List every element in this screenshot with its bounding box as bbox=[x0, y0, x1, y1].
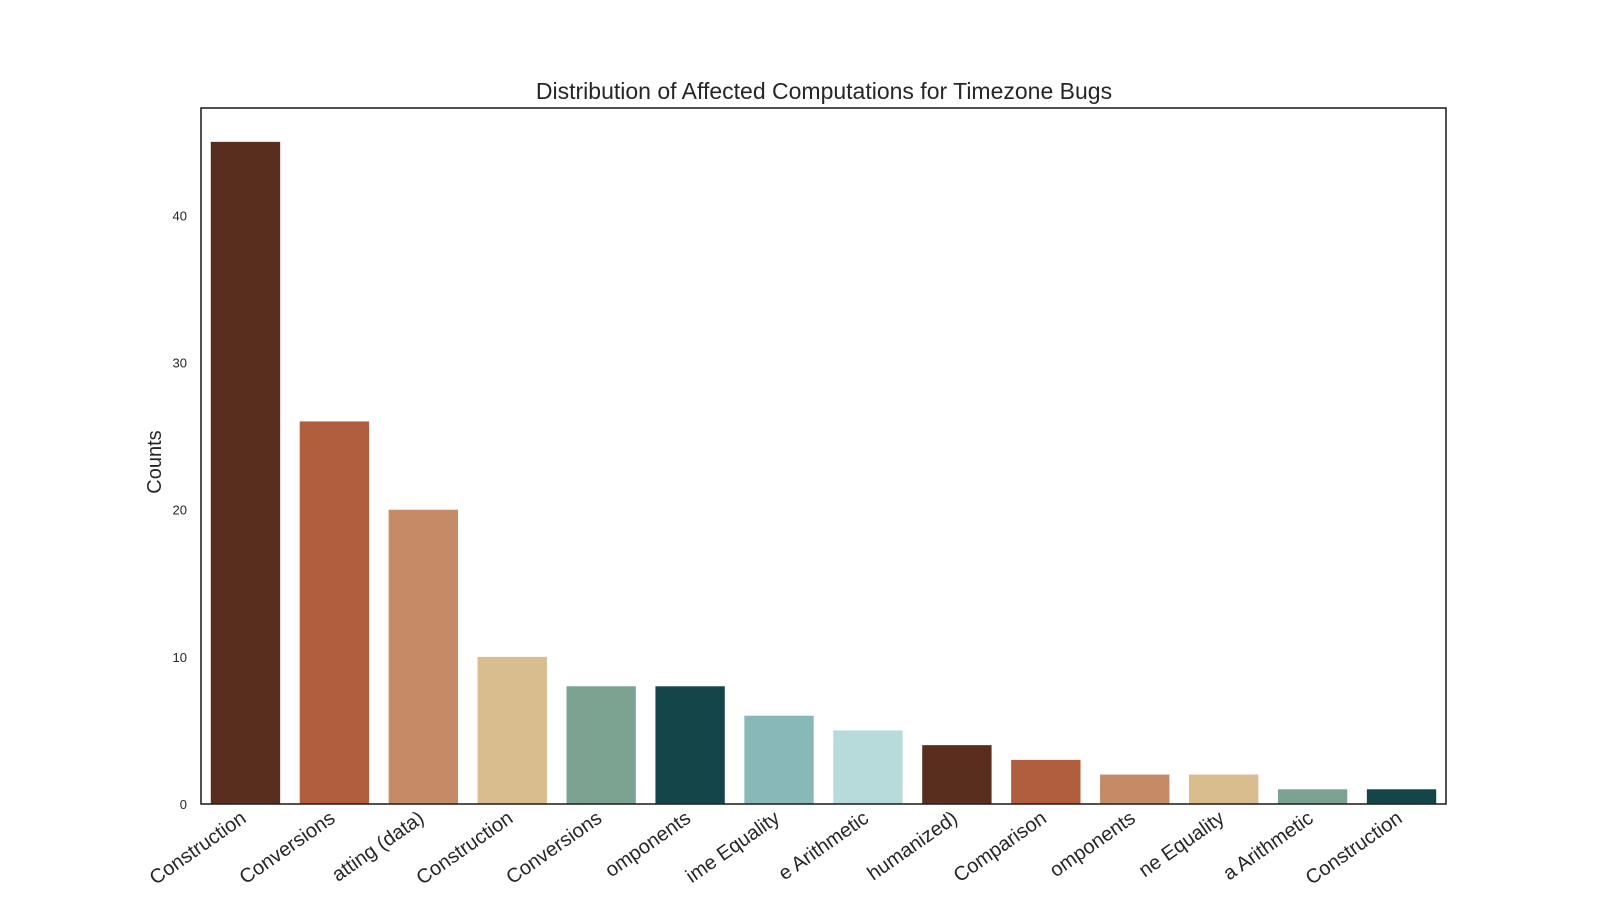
y-axis-label: Counts bbox=[144, 430, 166, 493]
x-tick-label-14: Construction bbox=[1302, 807, 1407, 889]
x-tick-label-12: ne Equality bbox=[1135, 807, 1229, 882]
y-tick-label-40: 40 bbox=[173, 208, 187, 223]
bar-10 bbox=[1011, 759, 1081, 804]
y-tick-label-30: 30 bbox=[173, 356, 187, 371]
bar-8 bbox=[833, 730, 903, 804]
bar-1 bbox=[210, 141, 281, 804]
y-tick-label-0: 0 bbox=[180, 797, 187, 812]
bars-group bbox=[210, 141, 1437, 804]
x-tick-label-6: omponents bbox=[601, 807, 695, 882]
bar-14 bbox=[1366, 789, 1437, 804]
plot-frame bbox=[200, 107, 1447, 805]
bar-4 bbox=[477, 656, 547, 804]
bar-2 bbox=[299, 421, 370, 804]
x-tick-label-2: Conversions bbox=[236, 807, 340, 889]
x-tick-label-7: ime Equality bbox=[682, 807, 784, 888]
chart-title: Distribution of Affected Computations fo… bbox=[536, 78, 1112, 104]
bar-13 bbox=[1277, 789, 1348, 804]
x-tick-label-10: Comparison bbox=[950, 807, 1051, 887]
bar-12 bbox=[1188, 774, 1259, 804]
bar-9 bbox=[922, 745, 992, 804]
x-tick-label-8: e Arithmetic bbox=[775, 807, 873, 885]
bar-5 bbox=[566, 686, 636, 804]
x-tick-label-3: atting (data) bbox=[328, 807, 428, 886]
bar-6 bbox=[655, 686, 725, 804]
y-tick-label-20: 20 bbox=[173, 503, 187, 518]
y-tick-label-10: 10 bbox=[173, 650, 187, 665]
x-tick-label-4: Construction bbox=[413, 807, 518, 889]
x-tick-label-11: omponents bbox=[1046, 807, 1140, 882]
bar-7 bbox=[744, 715, 814, 804]
y-axis-ticks: 0 10 20 30 40 bbox=[173, 208, 187, 812]
x-tick-label-5: Conversions bbox=[502, 807, 606, 889]
x-tick-label-9: humanized) bbox=[864, 807, 962, 885]
x-tick-label-1: Construction bbox=[146, 807, 251, 889]
bar-3 bbox=[388, 509, 459, 804]
bar-11 bbox=[1100, 774, 1170, 804]
